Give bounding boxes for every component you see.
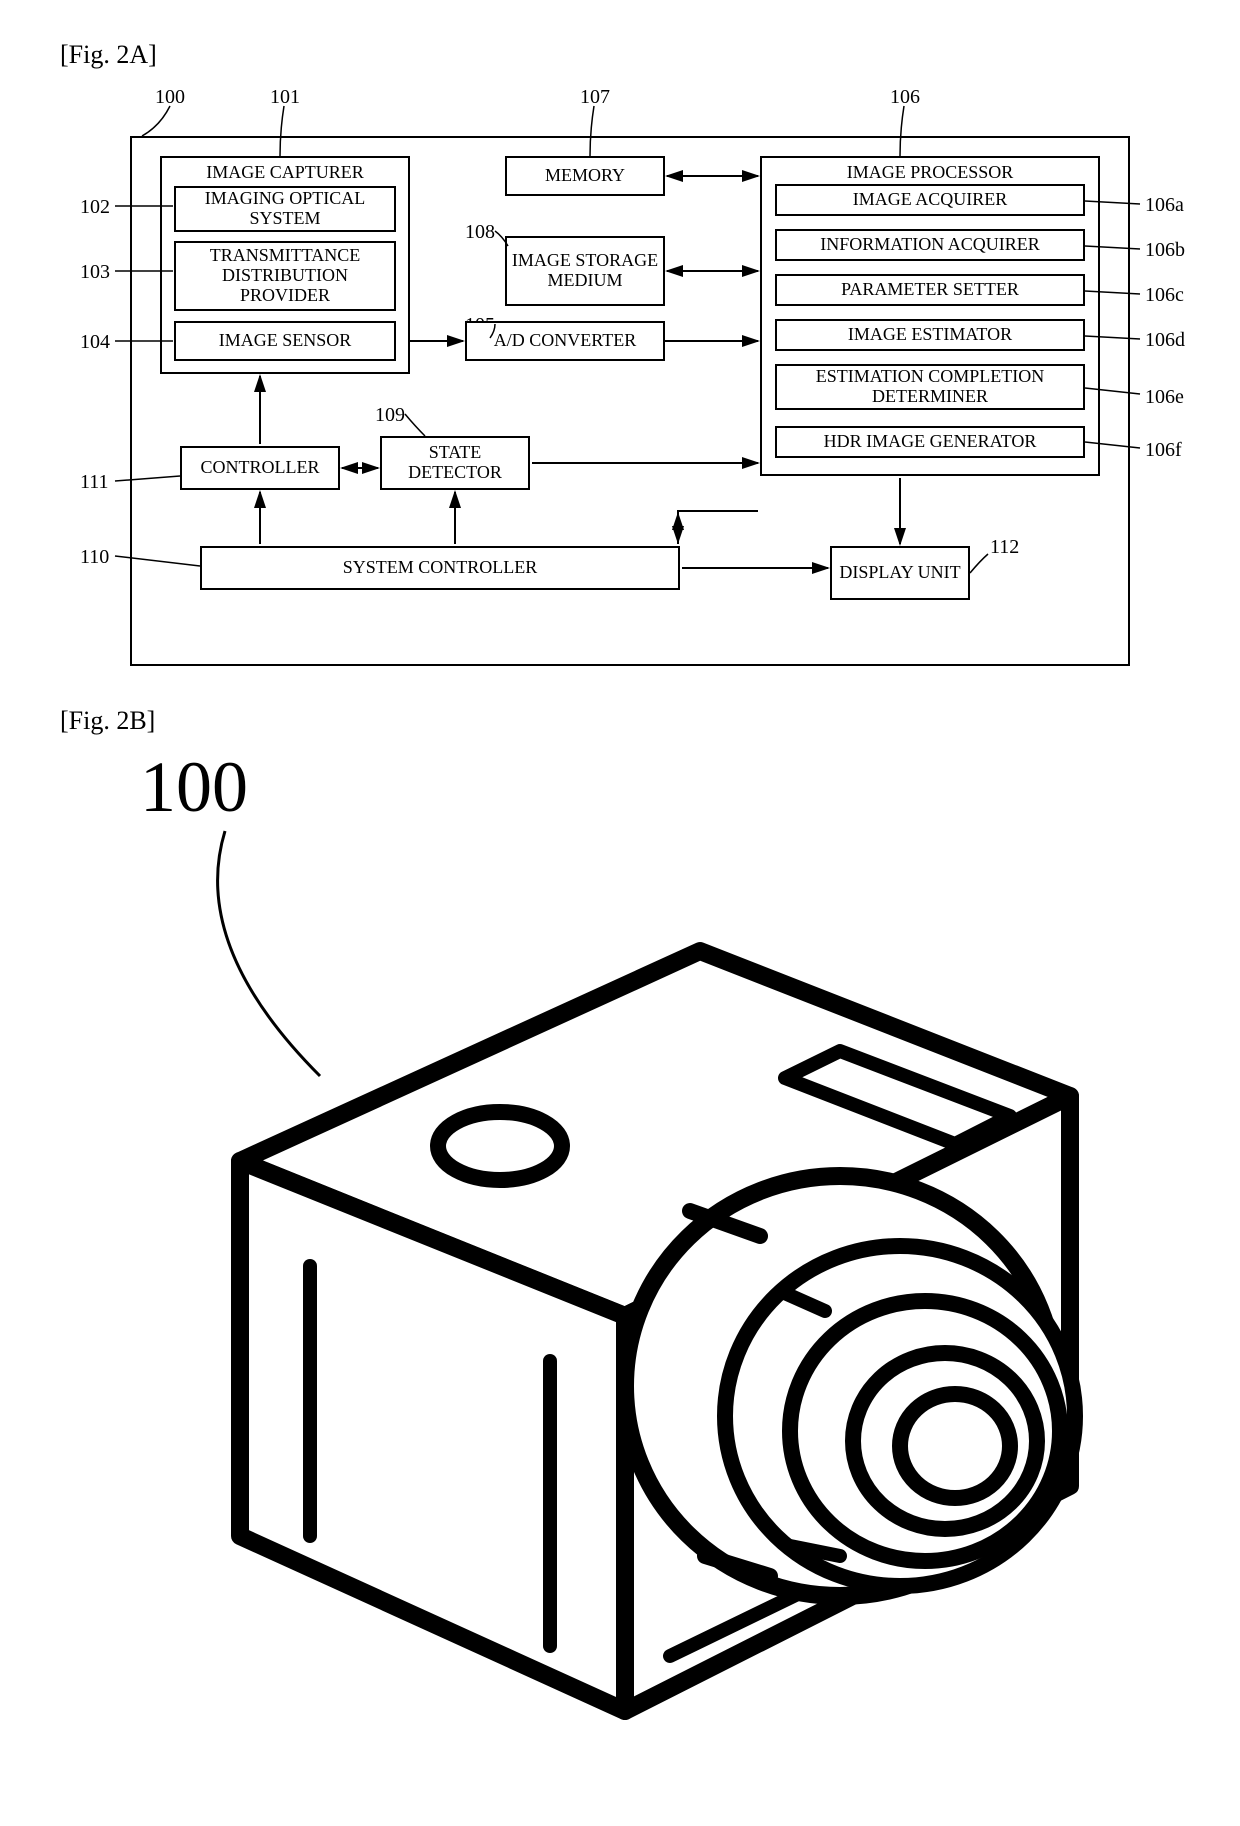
- image-estimator-box: IMAGE ESTIMATOR: [775, 319, 1085, 351]
- image-sensor-box: IMAGE SENSOR: [174, 321, 396, 361]
- ref-104: 104: [80, 331, 110, 354]
- ref-110: 110: [80, 546, 109, 569]
- information-acquirer-box: INFORMATION ACQUIRER: [775, 229, 1085, 261]
- storage-medium-box: IMAGE STORAGE MEDIUM: [505, 236, 665, 306]
- ref-106b: 106b: [1145, 239, 1185, 262]
- ref-106d: 106d: [1145, 329, 1185, 352]
- image-processor-title: IMAGE PROCESSOR: [762, 162, 1098, 183]
- display-unit-box: DISPLAY UNIT: [830, 546, 970, 600]
- imaging-optical-system-box: IMAGING OPTICAL SYSTEM: [174, 186, 396, 232]
- ref-111: 111: [80, 471, 109, 494]
- ref-102: 102: [80, 196, 110, 219]
- image-acquirer-box: IMAGE ACQUIRER: [775, 184, 1085, 216]
- ad-converter-box: A/D CONVERTER: [465, 321, 665, 361]
- image-capturer-title: IMAGE CAPTURER: [162, 162, 408, 183]
- ref-101: 101: [270, 86, 300, 109]
- ref-106f: 106f: [1145, 439, 1182, 462]
- camera-illustration: [70, 746, 1190, 1796]
- hdr-generator-box: HDR IMAGE GENERATOR: [775, 426, 1085, 458]
- parameter-setter-box: PARAMETER SETTER: [775, 274, 1085, 306]
- fig2a-diagram: 100 101 107 106 102 103 104 111 110 108 …: [70, 76, 1190, 696]
- ref-103: 103: [80, 261, 110, 284]
- state-detector-box: STATE DETECTOR: [380, 436, 530, 490]
- memory-box: MEMORY: [505, 156, 665, 196]
- transmittance-provider-box: TRANSMITTANCE DISTRIBUTION PROVIDER: [174, 241, 396, 311]
- ref-106a: 106a: [1145, 194, 1184, 217]
- fig2b-caption: [Fig. 2B]: [60, 706, 1210, 736]
- fig2b-diagram: 100: [70, 746, 1190, 1796]
- ref-107: 107: [580, 86, 610, 109]
- ref-100: 100: [155, 86, 185, 109]
- fig2a-caption: [Fig. 2A]: [60, 40, 1210, 70]
- ref-106: 106: [890, 86, 920, 109]
- ref-106e: 106e: [1145, 386, 1184, 409]
- ref-106c: 106c: [1145, 284, 1184, 307]
- controller-box: CONTROLLER: [180, 446, 340, 490]
- system-controller-box: SYSTEM CONTROLLER: [200, 546, 680, 590]
- estimation-determiner-box: ESTIMATION COMPLETION DETERMINER: [775, 364, 1085, 410]
- ref-100-big: 100: [140, 746, 248, 829]
